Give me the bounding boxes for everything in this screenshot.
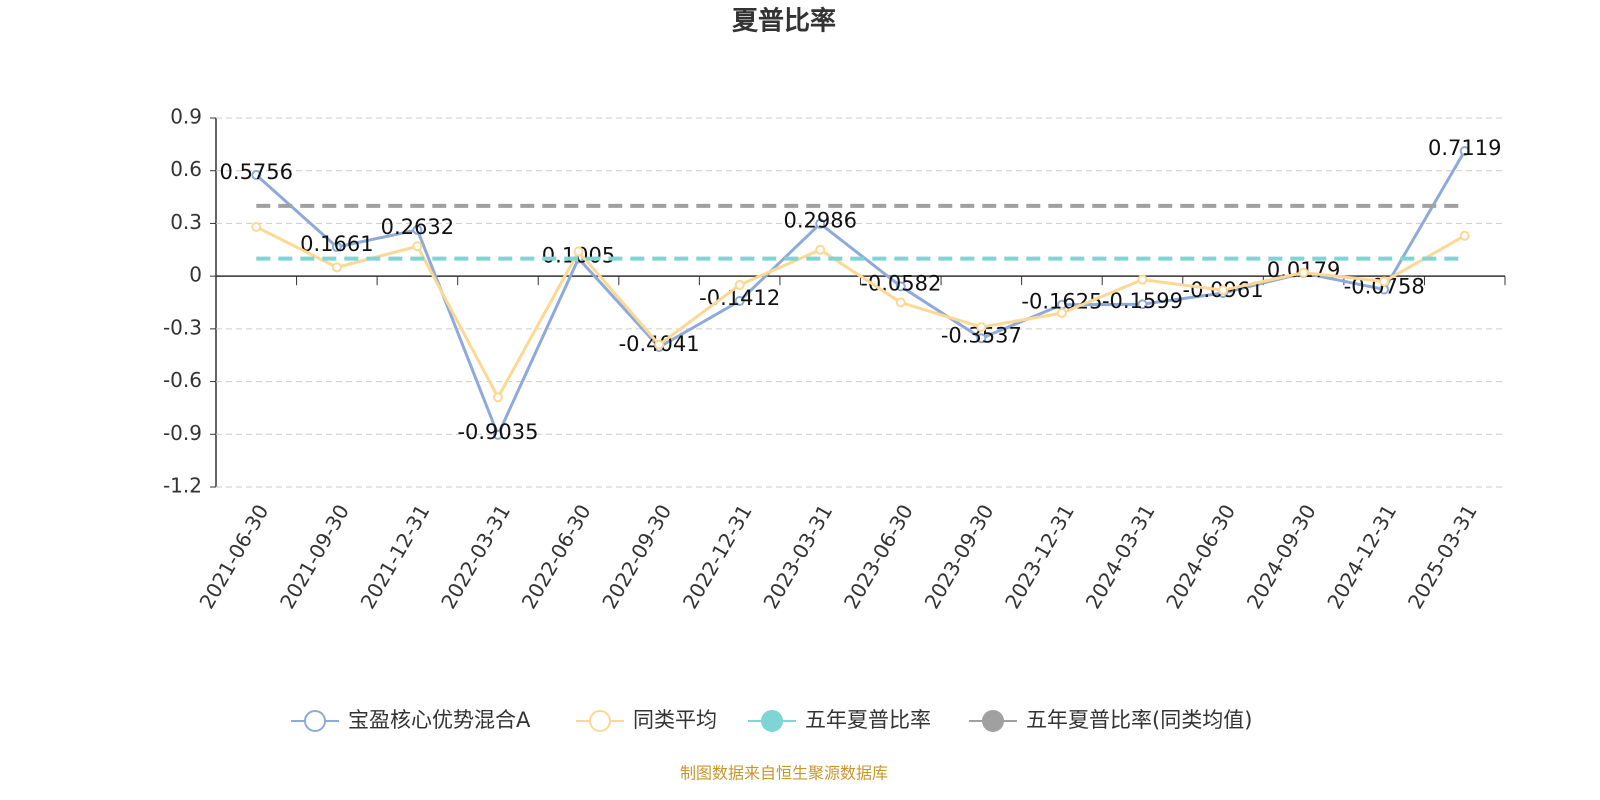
data-label: 0.2632: [381, 215, 454, 239]
data-label: 0.2986: [783, 209, 856, 233]
x-tick-label: 2022-06-30: [517, 500, 596, 613]
data-label: -0.1599: [1102, 289, 1183, 313]
legend-label: 五年夏普比率(同类均值): [1026, 708, 1252, 732]
legend-marker: [982, 710, 1004, 732]
legend-marker: [761, 710, 783, 732]
chart-title: 夏普比率: [732, 6, 836, 37]
legend-marker: [589, 710, 611, 732]
point: [492, 392, 503, 403]
point: [1379, 276, 1390, 287]
point: [251, 221, 262, 232]
y-tick-label: -0.3: [163, 315, 202, 339]
x-tick-label: 2023-06-30: [839, 500, 918, 613]
point: [1137, 274, 1148, 285]
point: [251, 170, 262, 181]
point: [1459, 146, 1470, 157]
legend-item: 宝盈核心优势混合A: [291, 708, 531, 732]
x-tick-label: 2024-03-31: [1081, 500, 1160, 613]
legend-item: 五年夏普比率(同类均值): [969, 708, 1252, 732]
x-tick-label: 2023-12-31: [1000, 500, 1079, 613]
x-tick-label: 2023-09-30: [920, 500, 999, 613]
data-label: -0.9035: [457, 420, 538, 444]
point: [734, 295, 745, 306]
y-tick-label: 0.6: [170, 157, 202, 181]
y-tick-label: 0.9: [170, 105, 202, 129]
x-tick-label: 2022-03-31: [436, 500, 515, 613]
y-tick-label: -0.9: [163, 421, 202, 445]
point: [1459, 230, 1470, 241]
legend-item: 同类平均: [576, 708, 717, 732]
point: [1298, 267, 1309, 278]
y-tick-label: 0.3: [170, 210, 202, 234]
data-label: 0.7119: [1428, 136, 1501, 160]
series-line: [255, 150, 1467, 439]
point: [492, 429, 503, 440]
x-tick-label: 2022-12-31: [678, 500, 757, 613]
x-tick-label: 2024-09-30: [1242, 500, 1321, 613]
data-label: 0.1661: [300, 232, 373, 256]
point: [654, 339, 665, 350]
x-tick-label: 2024-12-31: [1322, 500, 1401, 613]
legend-label: 宝盈核心优势混合A: [348, 708, 531, 732]
point: [815, 244, 826, 255]
point: [734, 279, 745, 290]
point: [1137, 299, 1148, 310]
source-note: 制图数据来自恒生聚源数据库: [680, 764, 888, 783]
point: [412, 224, 423, 235]
point: [895, 281, 906, 292]
point: [331, 262, 342, 273]
point: [976, 322, 987, 333]
data-label: 0.5756: [220, 160, 293, 184]
x-tick-label: 2025-03-31: [1403, 500, 1482, 613]
point: [412, 241, 423, 252]
series-line: [255, 225, 1466, 401]
x-tick-label: 2024-06-30: [1161, 500, 1240, 613]
legend-item: 五年夏普比率: [748, 708, 931, 732]
x-tick-label: 2021-12-31: [356, 500, 435, 613]
x-tick-label: 2023-03-31: [758, 500, 837, 613]
point: [573, 246, 584, 257]
x-tick-label: 2021-06-30: [194, 500, 273, 613]
legend-marker: [304, 710, 326, 732]
legend-label: 同类平均: [633, 708, 717, 732]
point: [976, 333, 987, 344]
y-tick-label: -1.2: [163, 474, 202, 498]
point: [331, 241, 342, 252]
point: [1218, 285, 1229, 296]
point: [1056, 308, 1067, 319]
x-tick-label: 2022-09-30: [597, 500, 676, 613]
legend-label: 五年夏普比率: [805, 708, 931, 732]
point: [895, 297, 906, 308]
x-tick-label: 2021-09-30: [275, 500, 354, 613]
y-tick-label: 0: [189, 263, 202, 287]
y-tick-label: -0.6: [163, 368, 202, 392]
point: [815, 218, 826, 229]
